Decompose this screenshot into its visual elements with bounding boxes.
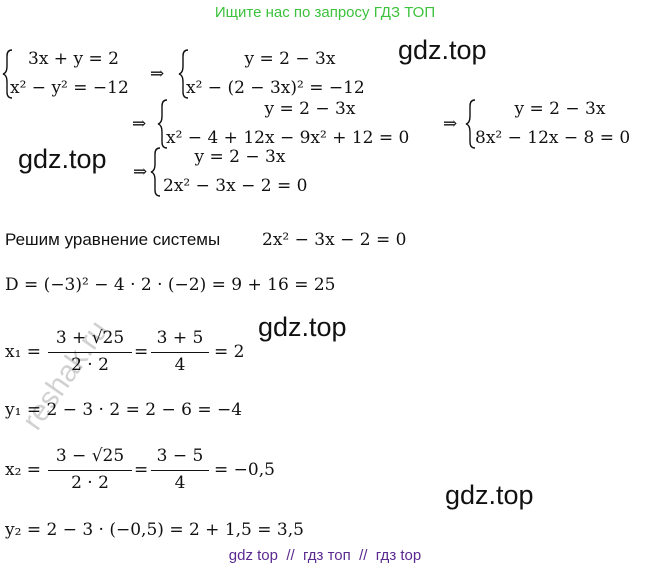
numerator: 3 − 5 <box>156 446 204 466</box>
arrow: ⇒ <box>150 64 165 84</box>
watermark: gdz.top <box>258 312 347 342</box>
equation: 2x² − 3x − 2 = 0 <box>262 230 407 250</box>
denominator: 4 <box>151 352 209 377</box>
equation: 8x² − 12x − 8 = 0 <box>475 128 631 148</box>
equation: = 2 <box>214 342 245 362</box>
equation: = −0,5 <box>214 460 275 480</box>
header: Ищите нас по запросу ГДЗ ТОП <box>214 4 436 21</box>
equation: y₁ = 2 − 3 · 2 = 2 − 6 = −4 <box>5 400 243 420</box>
braces <box>2 49 476 197</box>
text: Решим уравнение системы <box>5 230 221 249</box>
equation: 2x² − 3x − 2 = 0 <box>163 176 308 196</box>
arrow: ⇒ <box>443 114 458 134</box>
denominator: 2 · 2 <box>48 352 132 377</box>
denominator: 2 · 2 <box>48 470 132 495</box>
watermark: gdz.top <box>445 480 534 510</box>
equation: y = 2 − 3x <box>244 49 336 69</box>
equation: = <box>134 460 149 480</box>
equation: 3x + y = 2 <box>28 49 119 69</box>
arrow: ⇒ <box>133 162 148 182</box>
watermark: gdz.top <box>18 144 107 174</box>
numerator: 3 + √25 <box>55 328 125 348</box>
equation: x₂ = <box>5 460 42 480</box>
equation: y = 2 − 3x <box>194 147 286 167</box>
numerator: 3 − √25 <box>55 446 125 466</box>
footer: gdz top // гдз топ // гдз top <box>228 547 422 564</box>
denominator: 4 <box>151 470 209 495</box>
equation: = <box>134 342 149 362</box>
equation: y = 2 − 3x <box>514 99 606 119</box>
equation: y = 2 − 3x <box>264 99 356 119</box>
arrow: ⇒ <box>132 114 147 134</box>
numerator: 3 + 5 <box>156 328 204 348</box>
equation: y₂ = 2 − 3 · (−0,5) = 2 + 1,5 = 3,5 <box>5 520 304 540</box>
equation: x² − 4 + 12x − 9x² + 12 = 0 <box>166 128 410 148</box>
equation: x² − (2 − 3x)² = −12 <box>186 78 365 98</box>
equation: D = (−3)² − 4 · 2 · (−2) = 9 + 16 = 25 <box>5 275 336 295</box>
watermark: gdz.top <box>398 35 487 65</box>
equation: x² − y² = −12 <box>10 78 129 98</box>
equation: x₁ = <box>5 342 42 362</box>
